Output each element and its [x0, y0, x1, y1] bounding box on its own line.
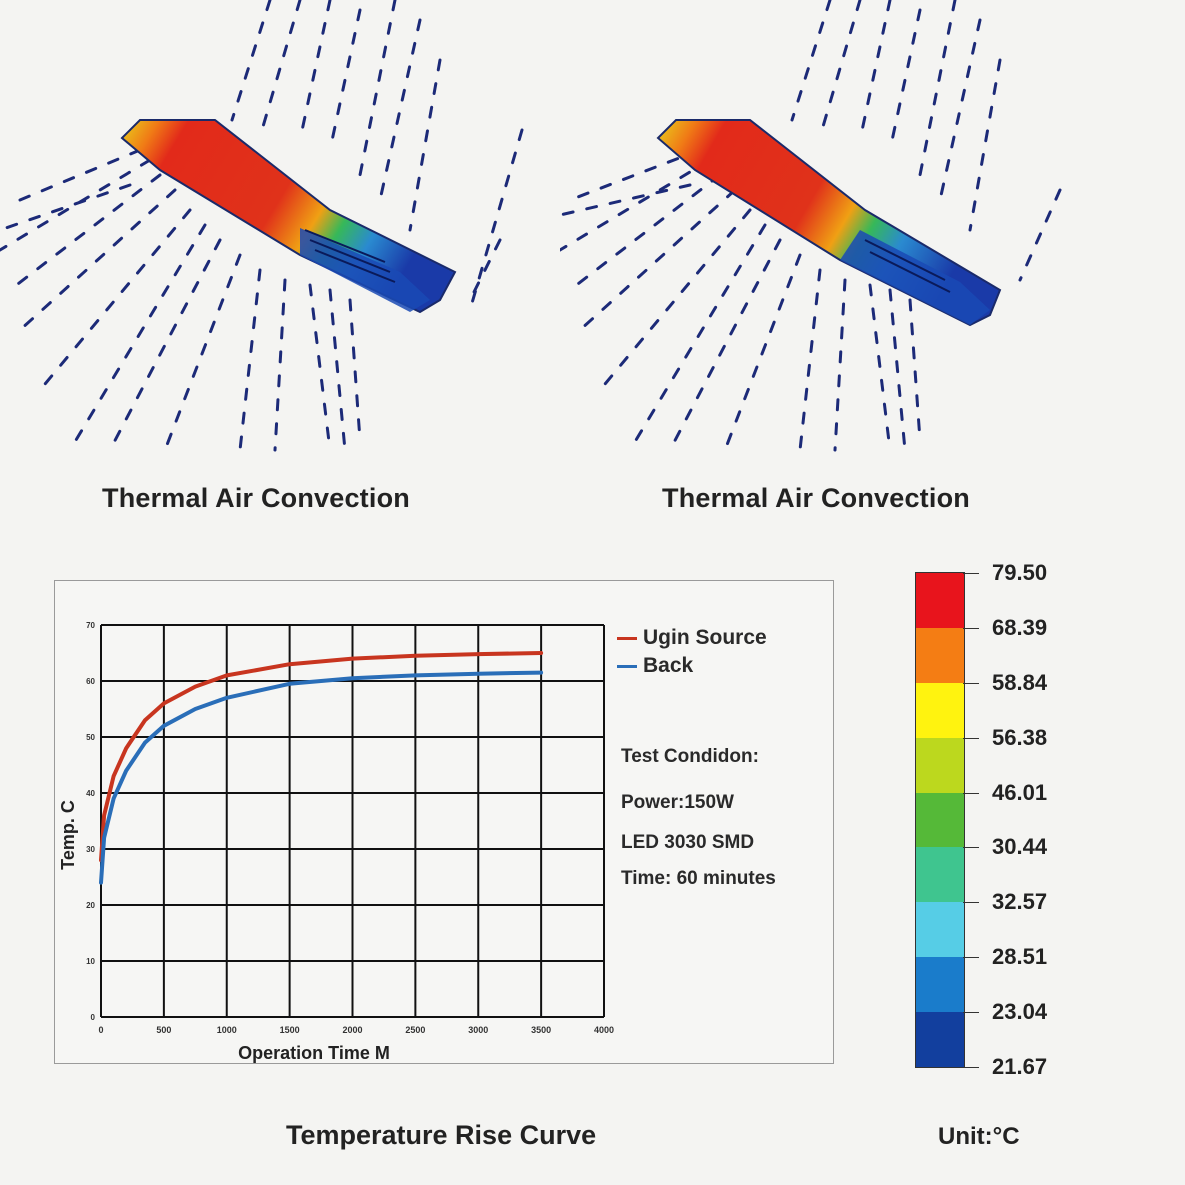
y-tick-label: 70 [86, 621, 95, 630]
color-scale-cell [916, 737, 964, 793]
color-scale-cell [916, 682, 964, 738]
x-tick-label: 3000 [468, 1025, 488, 1035]
color-scale-label: 21.67 [992, 1054, 1048, 1079]
y-axis-label: Temp. C [58, 800, 78, 870]
color-scale-tick [963, 628, 979, 629]
chart-title: Temperature Rise Curve [286, 1120, 597, 1150]
test-condition-led: LED 3030 SMD [621, 832, 755, 853]
legend-item-back: Back [617, 654, 693, 678]
unit-label: Unit:°C [938, 1123, 1020, 1150]
color-scale-label: 79.50 [992, 560, 1048, 585]
chart-frame [54, 580, 834, 1064]
color-scale-cell [916, 902, 964, 958]
test-condition-heading: Test Condidon: [621, 746, 759, 767]
color-scale-tick [963, 573, 979, 574]
y-tick-label: 60 [86, 677, 95, 686]
simulation-panel-right [560, 0, 1150, 470]
x-tick-label: 500 [156, 1025, 171, 1035]
simulation-caption-right: Thermal Air Convection [662, 483, 970, 513]
test-condition-power: Power:150W [621, 792, 734, 813]
color-scale-label: 23.04 [992, 999, 1048, 1024]
y-tick-label: 0 [91, 1013, 96, 1022]
thermal-simulation-image [0, 0, 524, 452]
legend-label-source: Ugin Source [643, 626, 767, 649]
x-tick-label: 0 [98, 1025, 103, 1035]
x-tick-label: 4000 [594, 1025, 614, 1035]
x-axis-label: Operation Time M [238, 1043, 390, 1063]
color-scale-label: 28.51 [992, 944, 1048, 969]
color-scale-cell [916, 792, 964, 848]
series-line-back [99, 670, 544, 885]
color-scale-label: 46.01 [992, 780, 1048, 805]
test-condition-time: Time: 60 minutes [621, 868, 776, 889]
color-scale-label: 32.57 [992, 889, 1048, 914]
y-tick-label: 30 [86, 845, 95, 854]
x-tick-label: 2000 [342, 1025, 362, 1035]
color-scale-tick [963, 847, 979, 848]
x-tick-label: 3500 [531, 1025, 551, 1035]
color-scale-tick [963, 902, 979, 903]
legend-swatch-source [617, 636, 637, 640]
simulation-caption-left: Thermal Air Convection [102, 483, 410, 513]
thermal-simulation-image [560, 0, 1062, 452]
color-scale-tick [963, 1012, 979, 1013]
x-tick-label: 2500 [405, 1025, 425, 1035]
x-tick-label: 1500 [280, 1025, 300, 1035]
color-scale-label: 68.39 [992, 615, 1048, 640]
y-tick-label: 50 [86, 733, 95, 742]
x-tick-label: 1000 [217, 1025, 237, 1035]
series-line-source [99, 651, 544, 863]
legend-item-source: Ugin Source [617, 626, 767, 650]
color-scale-cell [916, 627, 964, 683]
color-scale-cell [916, 847, 964, 903]
temperature-rise-chart: 0 500 1000 1500 2000 2500 3000 3500 4000 0 10 20 30 4… [58, 621, 614, 1063]
y-tick-label: 20 [86, 901, 95, 910]
color-scale-tick [963, 1067, 979, 1068]
color-scale-bar [915, 572, 965, 1068]
color-scale-tick [963, 738, 979, 739]
color-scale-tick [963, 957, 979, 958]
y-tick-label: 40 [86, 789, 95, 798]
color-scale-tick [963, 793, 979, 794]
simulation-panel-left [0, 0, 590, 470]
color-scale-tick [963, 683, 979, 684]
color-scale-cell [916, 957, 964, 1013]
legend-label-back: Back [643, 654, 694, 677]
color-scale-label: 30.44 [992, 834, 1048, 859]
y-tick-label: 10 [86, 957, 95, 966]
legend-swatch-back [617, 664, 637, 668]
color-scale-label: 58.84 [992, 670, 1048, 695]
color-scale-cell [916, 573, 964, 628]
color-scale-label: 56.38 [992, 725, 1048, 750]
color-scale-cell [916, 1012, 964, 1068]
